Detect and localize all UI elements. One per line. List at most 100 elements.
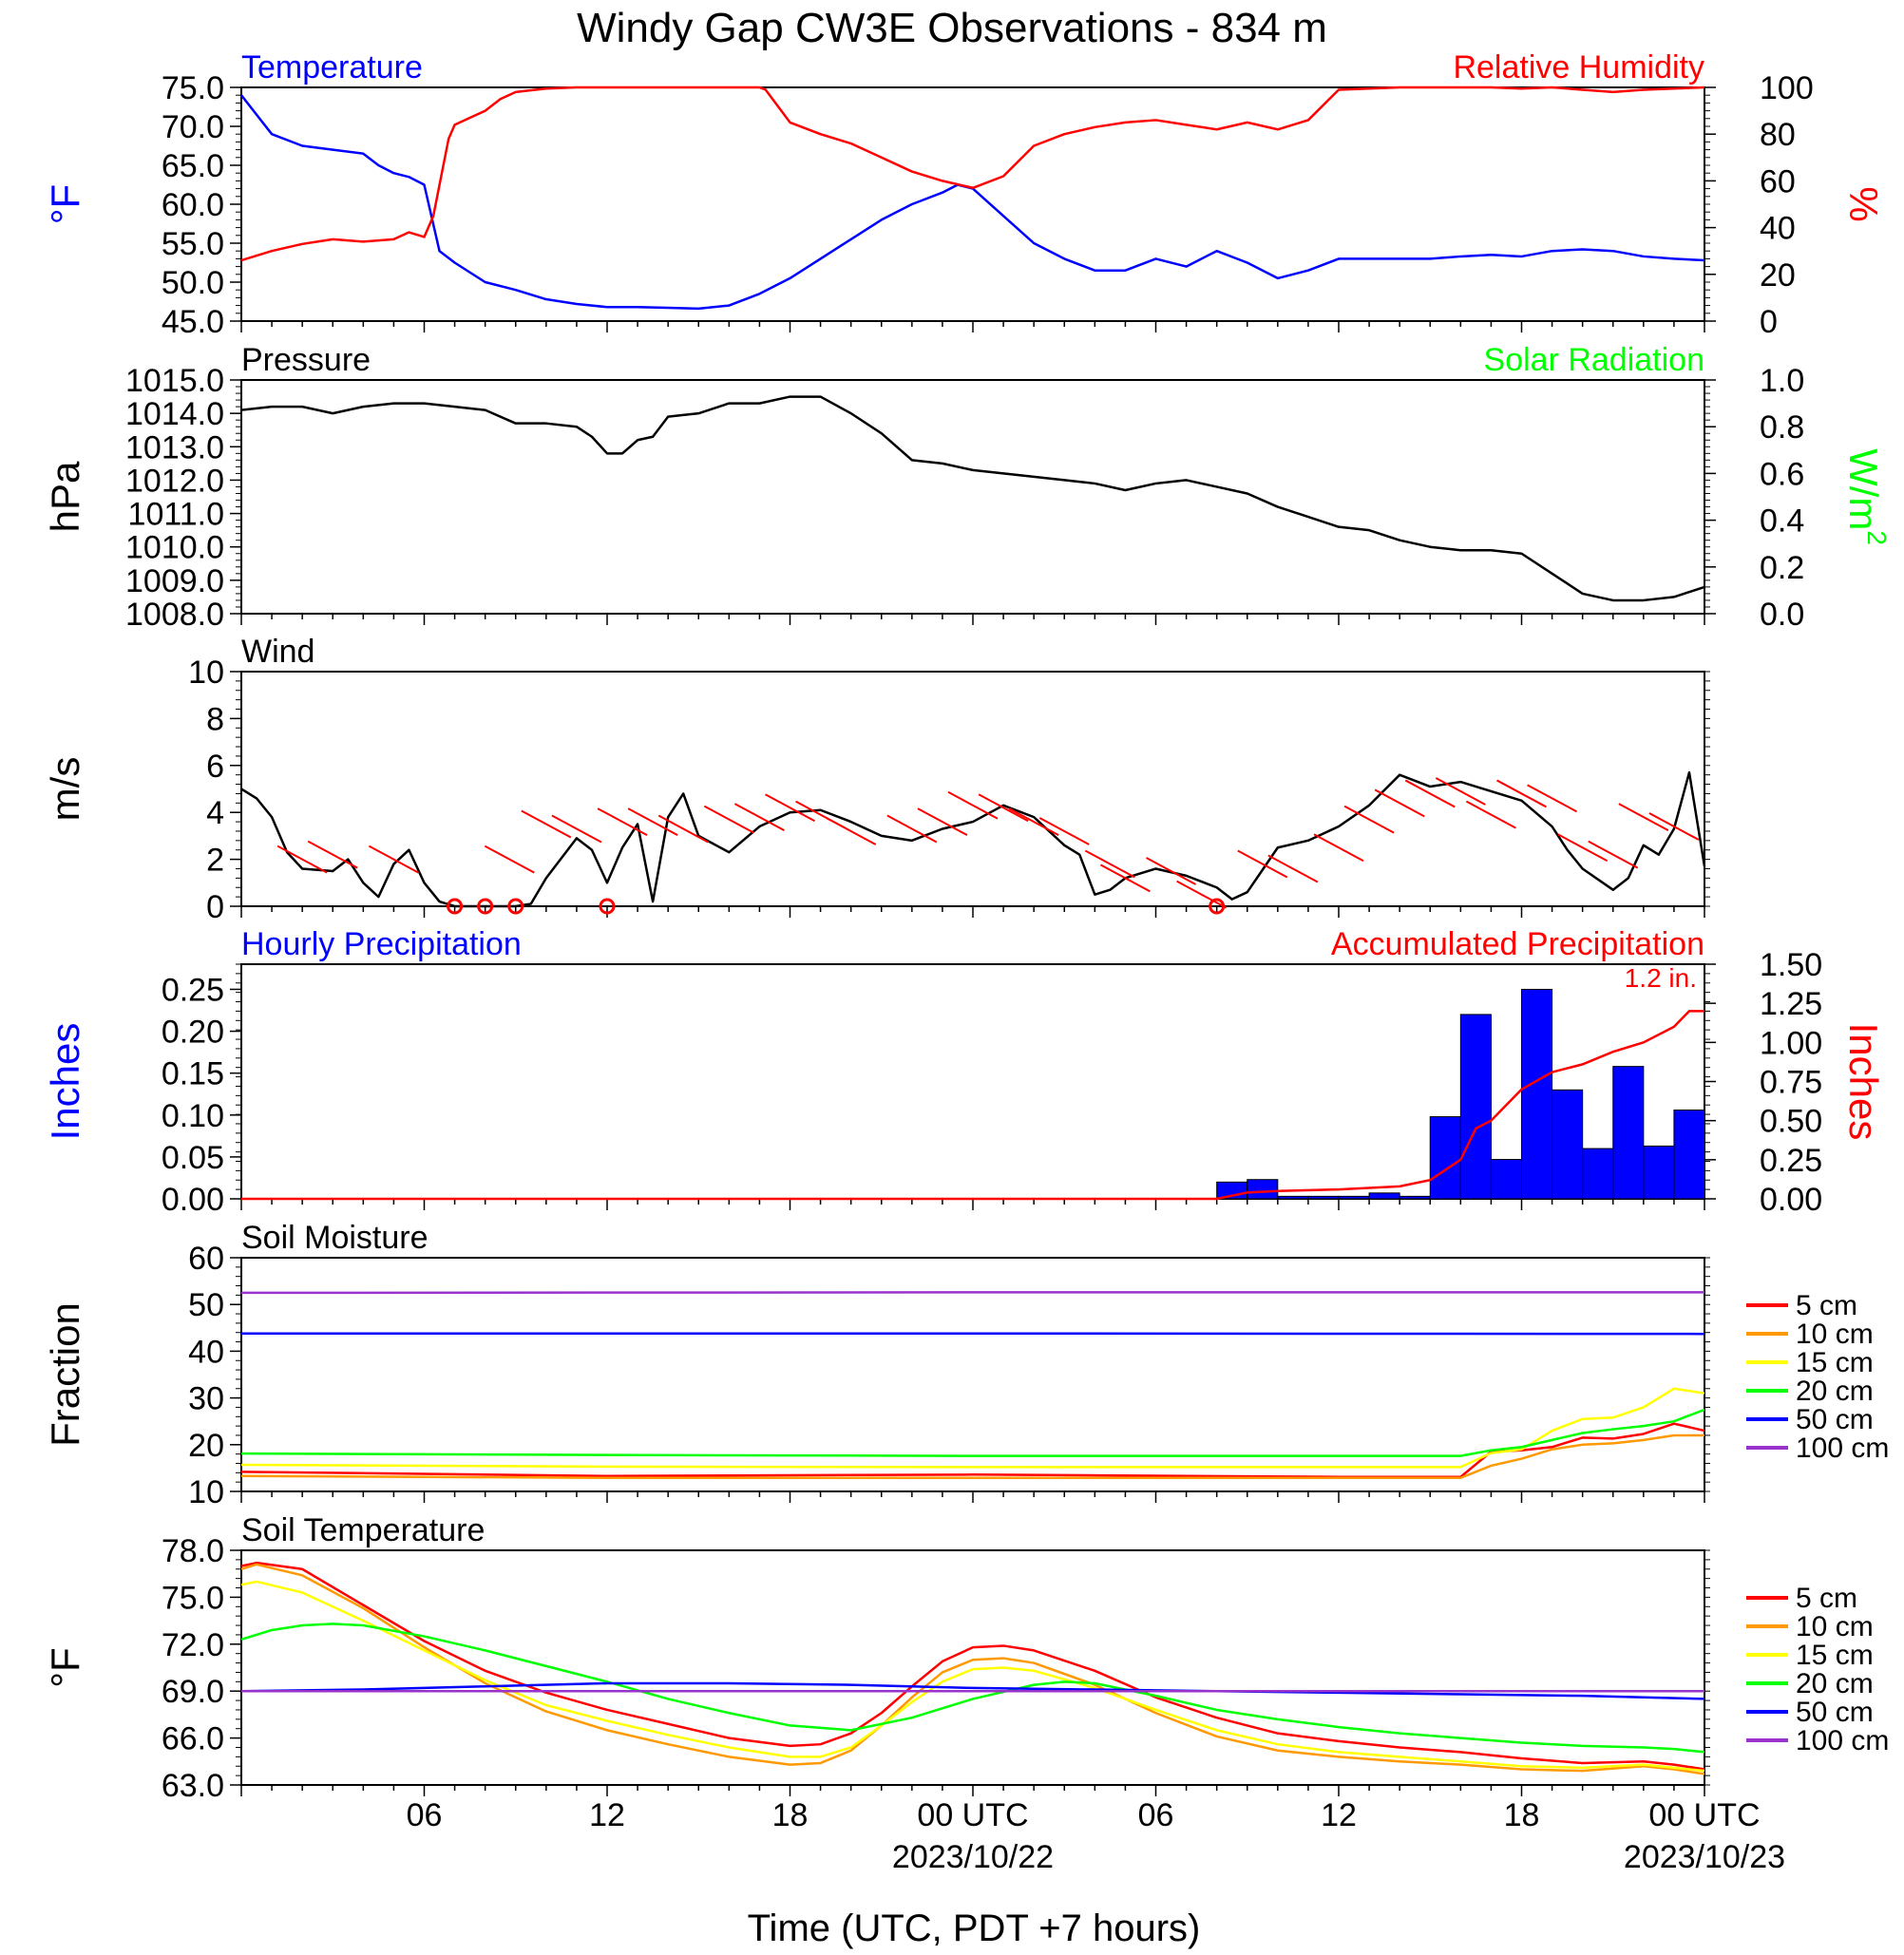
wind-barb [1313, 833, 1364, 863]
legend-label: 20 cm [1796, 1376, 1874, 1407]
panel-label-right: Solar Radiation [1484, 342, 1704, 378]
y-right-tick-label: 0.6 [1760, 456, 1804, 492]
x-date-label: 2023/10/23 [1624, 1839, 1785, 1875]
y-tick-label: 0.25 [162, 972, 224, 1008]
y-right-tick-label: 0.4 [1760, 503, 1804, 540]
wind-barb [484, 845, 535, 874]
y-right-tick-label: 20 [1760, 257, 1796, 294]
legend-label: 20 cm [1796, 1668, 1874, 1699]
wind-barb [1435, 777, 1486, 806]
wind-barb [1038, 817, 1090, 845]
wind-barb [1465, 800, 1516, 829]
series-line-4 [240, 1623, 1705, 1754]
legend-label: 5 cm [1796, 1290, 1857, 1321]
y-tick-label: 69.0 [162, 1674, 224, 1710]
x-tick-label: 12 [1321, 1797, 1357, 1833]
wind-barb [733, 803, 785, 832]
y-tick-label: 1012.0 [125, 463, 224, 499]
x-tick-label: 12 [589, 1797, 625, 1833]
series-line-1 [240, 395, 1705, 602]
y-tick-label: 0.15 [162, 1056, 224, 1092]
y-tick-label: 50.0 [162, 265, 224, 301]
y-tick-label: 1015.0 [125, 363, 224, 399]
y-tick-label: 50 [188, 1287, 224, 1323]
y-tick-label: 1013.0 [125, 429, 224, 465]
y-tick-label: 78.0 [162, 1533, 224, 1569]
precip-bar [1247, 1179, 1279, 1200]
y-tick-label: 60 [188, 1241, 224, 1277]
y-tick-label: 45.0 [162, 304, 224, 340]
precip-bar [1399, 1195, 1431, 1200]
y-right-tick-label: 40 [1760, 211, 1796, 247]
y-axis-title: hPa [43, 461, 87, 532]
accumulated-precip-line [241, 1010, 1704, 1201]
legend-label: 50 cm [1796, 1404, 1874, 1435]
x-tick-label: 00 UTC [1648, 1797, 1760, 1833]
y-tick-label: 75.0 [162, 1580, 224, 1616]
wind-barb [1343, 805, 1395, 834]
y-tick-label: 20 [188, 1428, 224, 1464]
series-line-2 [240, 1433, 1704, 1479]
wind-barb [765, 793, 815, 823]
panel-label-left: Soil Temperature [241, 1512, 485, 1548]
y-right-tick-label: 0.2 [1760, 550, 1804, 586]
y-right-tick-label: 0.0 [1760, 597, 1804, 633]
y-right-tick-label: 0 [1760, 304, 1778, 340]
wind-barb [1496, 779, 1547, 808]
x-tick-label: 00 UTC [917, 1797, 1028, 1833]
wind-barb [1237, 849, 1288, 879]
wind-barb [886, 814, 938, 844]
precip-bar [1368, 1192, 1400, 1200]
wind-barb [276, 845, 328, 874]
panel-6: 78.0 75.0 72.0 69.0 66.0 63.0 Soil Temperature… [43, 1512, 1889, 1804]
series-line-2 [240, 1563, 1705, 1775]
panel-label-left: Wind [241, 634, 314, 670]
y-tick-label: 0 [206, 889, 224, 925]
series-line-3 [240, 1387, 1705, 1469]
y-right-tick-label: 0.50 [1760, 1104, 1822, 1140]
precip-bar [1307, 1195, 1340, 1200]
y-right-tick-label: 0.75 [1760, 1065, 1822, 1101]
accumulated-annotation: 1.2 in. [1625, 963, 1697, 993]
precip-bar [1643, 1145, 1675, 1200]
y-right-tick-label: 0.8 [1760, 409, 1804, 446]
wind-barb [1084, 849, 1135, 879]
y-tick-label: 1009.0 [125, 563, 224, 599]
panel-1: 75.070.065.060.055.050.045.0 100 80 60 40 20 0… [43, 49, 1886, 340]
series-line-1 [240, 1561, 1705, 1771]
y-tick-label: 6 [206, 749, 224, 785]
precip-bar [1429, 1116, 1461, 1200]
y-right-tick-label: 100 [1760, 70, 1814, 106]
x-axis: 06 12 18 00 UTC 2023/10/22 06 12 18 00 UTC 2023/1… [407, 1797, 1786, 1875]
panel-label-left: Soil Moisture [241, 1220, 428, 1256]
y-tick-label: 0.10 [162, 1098, 224, 1134]
panel-label-right: Accumulated Precipitation [1331, 926, 1704, 962]
series-line-4 [240, 1408, 1705, 1457]
legend-label: 100 cm [1796, 1433, 1889, 1464]
wind-barb [1146, 857, 1197, 885]
y-tick-label: 75.0 [162, 70, 224, 106]
y-right-axis-title: % [1841, 186, 1886, 221]
y-right-tick-label: 0.25 [1760, 1143, 1822, 1179]
panel-4: 0.25 0.20 0.15 0.10 0.05 0.00 1.501.251.00 0.75… [43, 926, 1886, 1218]
y-right-axis-title: W/m2 [1841, 448, 1892, 545]
y-tick-label: 40 [188, 1334, 224, 1370]
y-tick-label: 10 [188, 1474, 224, 1510]
wind-barb [1527, 784, 1578, 813]
y-axis-title: Inches [43, 1023, 87, 1141]
panel-label-left: Pressure [241, 342, 371, 378]
y-tick-label: 0.20 [162, 1015, 224, 1051]
wind-barb [1374, 788, 1425, 818]
y-tick-label: 55.0 [162, 226, 224, 262]
y-tick-label: 1008.0 [125, 597, 224, 633]
x-date-label: 2023/10/22 [892, 1839, 1054, 1875]
precip-bar [1338, 1195, 1370, 1200]
calm-wind-marker [447, 898, 464, 915]
wind-barb [1176, 880, 1228, 909]
y-right-tick-label: 60 [1760, 163, 1796, 199]
panel-label-right: Relative Humidity [1453, 49, 1704, 85]
panel-3: 10 8 6 4 2 0 Wind m/s [43, 634, 1710, 925]
x-tick-label: 06 [1138, 1797, 1174, 1833]
wind-barb [703, 805, 754, 834]
precip-bar [1521, 988, 1553, 1200]
